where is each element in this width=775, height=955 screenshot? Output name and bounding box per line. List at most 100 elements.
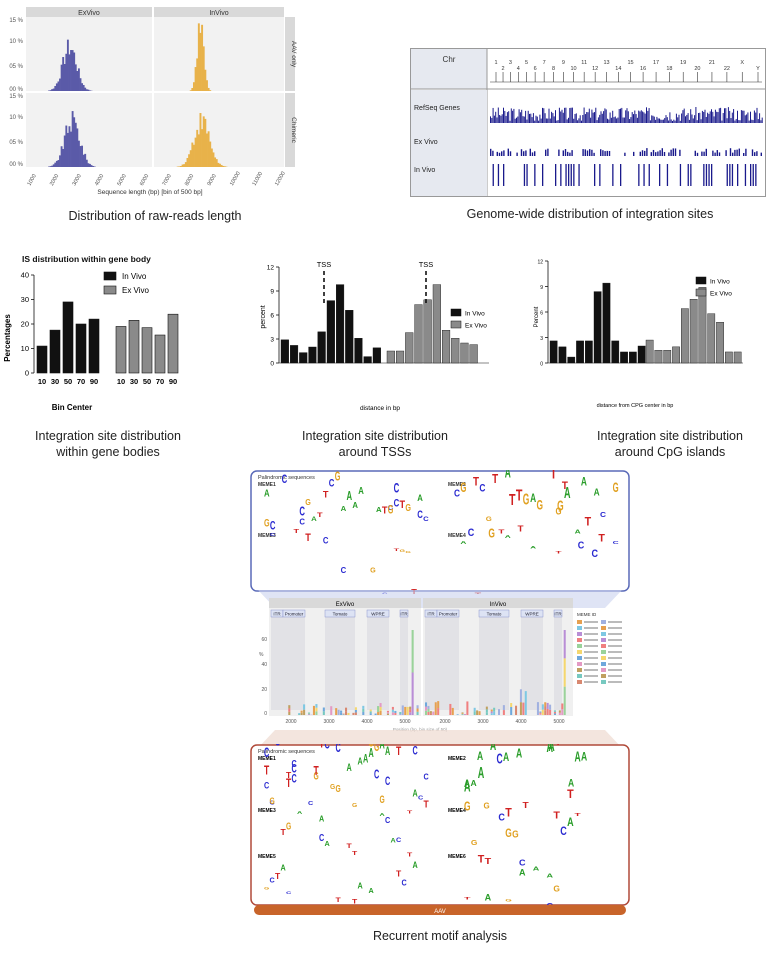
track-bar — [621, 107, 623, 123]
histogram-bar — [223, 166, 226, 167]
track-bar — [668, 120, 670, 123]
legend-entry — [584, 675, 598, 677]
histogram-bar — [204, 69, 207, 91]
chr-number: 5 — [525, 60, 528, 66]
track-bar — [522, 116, 524, 123]
logo-letter: G — [464, 800, 471, 814]
histogram-bar — [82, 154, 85, 167]
track-bar — [708, 113, 710, 123]
track-bar — [607, 118, 608, 123]
track-bar — [562, 150, 564, 156]
y-tick: 12 — [267, 265, 275, 272]
histogram-bar — [181, 164, 184, 167]
logo-letter: A — [530, 546, 536, 550]
bar — [549, 340, 558, 364]
track-bar — [725, 108, 727, 123]
track-bar — [512, 110, 514, 123]
bar — [628, 351, 637, 364]
track-bar — [722, 113, 724, 123]
track-bar — [668, 152, 670, 156]
stacked-bar — [563, 658, 566, 687]
element-tag — [324, 609, 356, 618]
y-tick: 3 — [540, 336, 543, 342]
col-invivo: InVivo — [490, 602, 507, 608]
logo-letter: C — [336, 744, 341, 756]
chr-number: 21 — [709, 60, 715, 66]
logo-letter: A — [347, 489, 353, 503]
logo-letter: G — [352, 803, 357, 809]
logo-letter: C — [396, 838, 401, 845]
chart-xlabel: distance in bp — [360, 405, 400, 412]
stacked-bar — [303, 704, 306, 710]
track-bar — [725, 150, 727, 156]
histogram-bar — [59, 155, 61, 167]
chr-number: 6 — [534, 66, 537, 72]
track-bar — [620, 108, 621, 123]
stacked-bar — [553, 710, 556, 712]
bar — [451, 337, 460, 364]
track-bar — [604, 151, 606, 156]
x-tick: 5000 — [399, 719, 410, 725]
caption-line: within gene bodies — [56, 445, 160, 459]
logo-letter: A — [567, 816, 574, 830]
track-bar — [718, 108, 720, 123]
logo-letter: C — [270, 532, 276, 537]
track-bar — [721, 120, 723, 123]
caption-cpg: Integration site distribution around CpG… — [580, 428, 760, 460]
x-tick: 30 — [51, 377, 59, 386]
track-bar — [685, 116, 686, 123]
legend-entry — [584, 651, 598, 653]
logo-letter: T — [286, 771, 291, 781]
track-bar — [547, 118, 549, 123]
track-bar — [578, 118, 580, 123]
stacked-bar — [354, 707, 357, 710]
logo-letter: C — [308, 801, 314, 807]
stacked-bar — [342, 714, 345, 715]
legend-entry — [584, 621, 598, 623]
legend-swatch — [577, 638, 582, 642]
bar — [423, 299, 432, 364]
logo-letter: T — [396, 745, 401, 758]
track-bar — [584, 114, 586, 123]
element-tag — [282, 609, 306, 618]
chart-ylabel: Percent — [534, 306, 540, 327]
histogram-bar — [66, 132, 69, 167]
stacked-bar — [401, 705, 404, 715]
x-tick: 90 — [90, 377, 98, 386]
chr-number: 11 — [581, 60, 587, 66]
track-bar — [493, 115, 495, 123]
y-tick: 30 — [21, 295, 29, 304]
legend-entry — [584, 645, 598, 647]
logo-letter: A — [418, 744, 424, 746]
track-bar — [703, 111, 705, 123]
chr-number: Y — [756, 66, 760, 72]
track-label-refseq: RefSeq Genes — [414, 105, 460, 112]
stacked-bar — [342, 713, 345, 715]
track-bar — [507, 148, 509, 156]
track-bar — [750, 164, 752, 186]
stacked-bar — [411, 672, 414, 715]
bar — [593, 291, 602, 364]
bar — [441, 329, 451, 364]
histogram-bar — [178, 166, 181, 167]
track-bar — [642, 111, 644, 123]
raw-reads-panel: ExVivo InVivo AAV only Chimeric 15 % 10 … — [9, 7, 297, 196]
stacked-bar — [536, 702, 539, 715]
histogram-bar — [219, 163, 221, 167]
logo-letter: A — [564, 483, 571, 501]
logo-letter: C — [454, 488, 460, 499]
stacked-bar — [485, 712, 488, 715]
element-label: ITR — [554, 612, 562, 617]
track-bar — [730, 118, 732, 123]
track-bar — [736, 149, 738, 156]
caption-motif: Recurrent motif analysis — [372, 929, 508, 943]
track-bar — [714, 152, 716, 156]
logo-letter: G — [613, 481, 619, 495]
logo-letter: A — [385, 745, 390, 758]
logo-letter: G — [264, 518, 270, 529]
legend-swatch — [450, 320, 462, 329]
histogram-bar — [76, 71, 79, 91]
histogram-bar — [196, 58, 199, 91]
track-bar — [726, 118, 728, 123]
chr-number: 15 — [627, 60, 633, 66]
